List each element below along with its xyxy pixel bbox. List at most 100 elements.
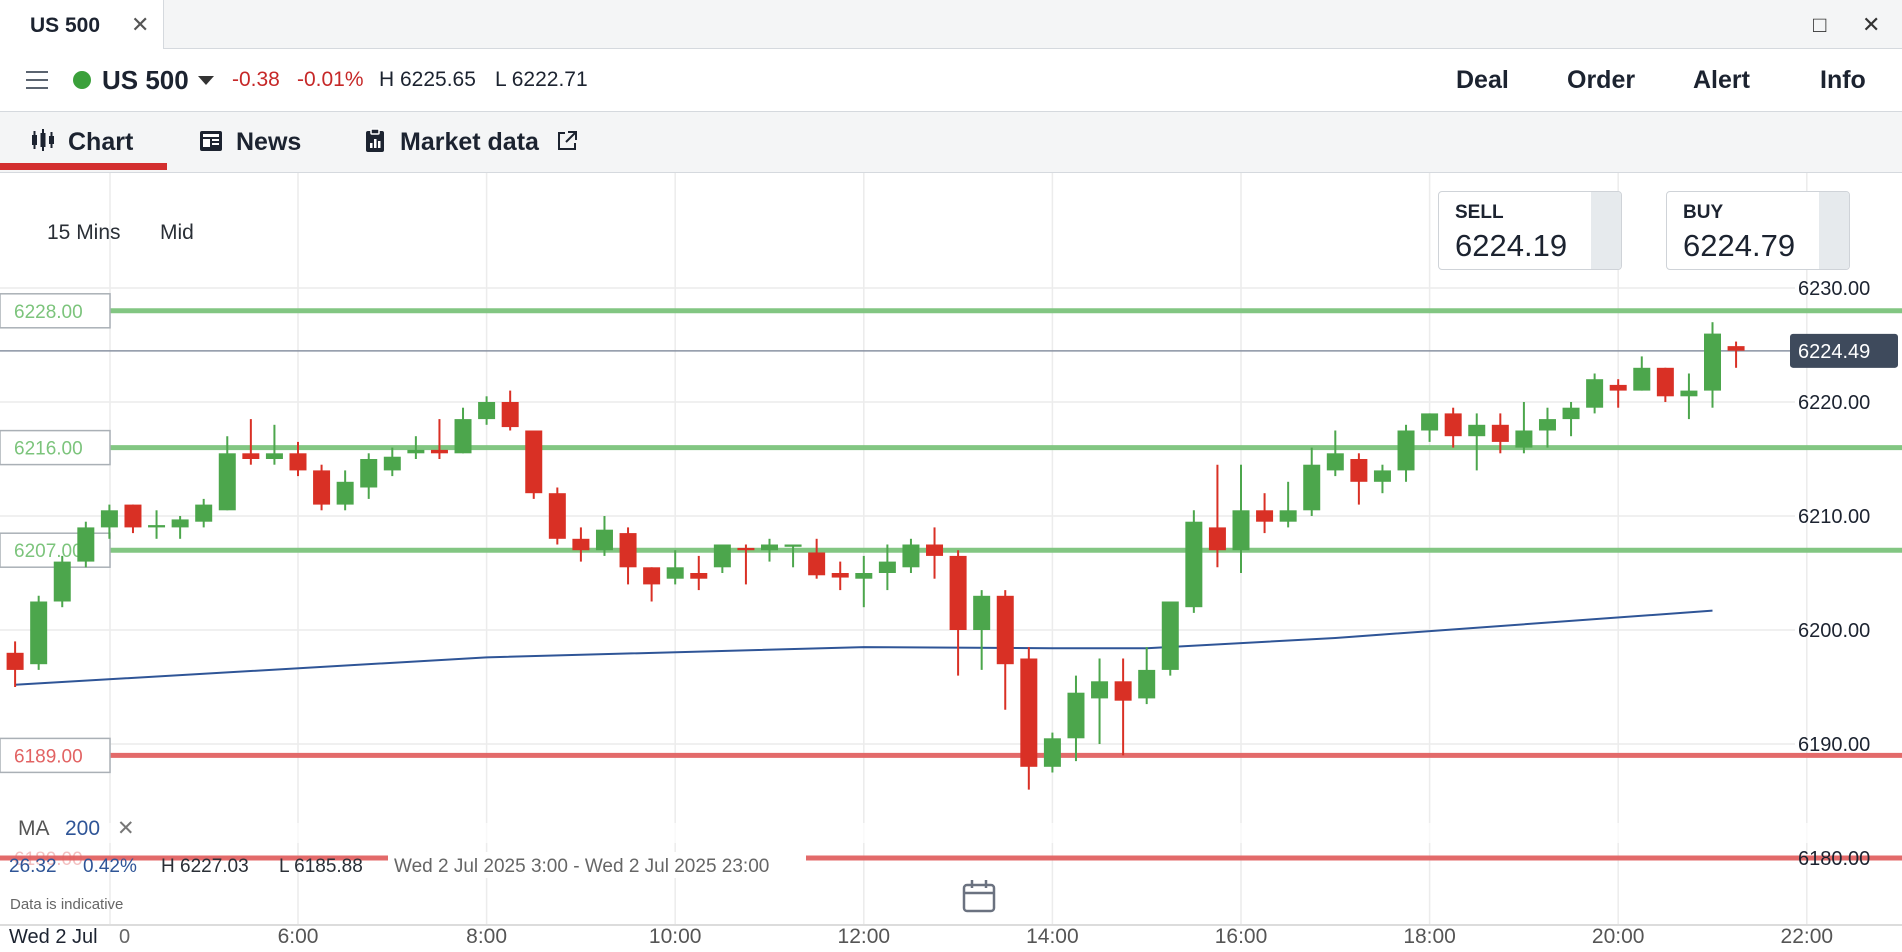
candle-body — [1067, 692, 1085, 739]
candle-body — [1256, 510, 1274, 522]
x-tick-label: 14:00 — [1026, 925, 1079, 948]
data-disclaimer: Data is indicative — [10, 896, 123, 913]
candle-body — [430, 449, 448, 454]
tab-market-data[interactable]: Market data — [362, 125, 582, 159]
sell-label: SELL — [1455, 202, 1504, 223]
candle-body — [195, 504, 213, 522]
candle-body — [1303, 464, 1321, 511]
window-close-icon[interactable]: ✕ — [1862, 12, 1881, 37]
candle-body — [53, 561, 71, 602]
remove-ma-icon[interactable]: ✕ — [117, 817, 135, 840]
price-type-selector[interactable]: Mid — [160, 221, 194, 244]
current-price-label: 6224.49 — [1798, 341, 1870, 363]
price-level-label: 6189.00 — [14, 746, 83, 767]
candle-body — [1680, 390, 1698, 397]
price-level-label: 6180.00 — [14, 849, 83, 870]
ma-period[interactable]: 200 — [65, 817, 100, 840]
interval-selector[interactable]: 15 Mins — [47, 221, 121, 244]
candle-body — [949, 555, 967, 630]
candle-body — [996, 595, 1014, 665]
candle-body — [171, 519, 189, 528]
price-chart[interactable]: 6228.00 6216.00 6207.00 6189.00 6180.00 6224… — [0, 173, 1902, 952]
candle-body — [1185, 521, 1203, 608]
candle-body — [1491, 424, 1509, 442]
external-link-icon[interactable] — [556, 130, 578, 152]
candle-body — [1421, 413, 1439, 431]
candle-body — [690, 573, 708, 579]
candle-body — [831, 573, 849, 578]
candle-body — [1208, 527, 1226, 551]
price-level-label: 6216.00 — [14, 439, 83, 460]
candle-body — [926, 544, 944, 556]
chevron-down-icon[interactable] — [198, 76, 214, 85]
candle-body — [1350, 459, 1368, 482]
candle-body — [902, 544, 920, 568]
candle-body — [218, 453, 236, 511]
candle-body — [1091, 681, 1109, 699]
candle-body — [1515, 430, 1533, 448]
candle-body — [855, 573, 873, 579]
candle-body — [1043, 738, 1061, 767]
candle-body — [1704, 333, 1721, 391]
x-tick-label: 12:00 — [838, 925, 891, 948]
current-price-tag — [1790, 333, 1898, 368]
close-tab-icon[interactable]: ✕ — [131, 12, 150, 37]
tab-news[interactable]: News — [198, 125, 318, 159]
document-tab-title: US 500 — [30, 14, 101, 37]
info-button[interactable]: Info — [1820, 66, 1866, 94]
candle-body — [713, 544, 731, 568]
instrument-header: US 500 -0.38 -0.01% H 6225.65 L 6222.71 … — [0, 49, 1902, 112]
candle-body — [383, 456, 401, 471]
deal-button[interactable]: Deal — [1456, 66, 1509, 94]
candle-body — [1279, 510, 1297, 522]
alert-button[interactable]: Alert — [1693, 66, 1750, 94]
candles-icon — [32, 129, 54, 151]
price-level-label: 6207.00 — [14, 541, 83, 562]
x-tick-label: 16:00 — [1215, 925, 1268, 948]
y-tick-label: 6200.00 — [1798, 620, 1870, 642]
candle-body — [1633, 367, 1651, 391]
summary-date-range: Wed 2 Jul 2025 3:00 - Wed 2 Jul 2025 23:… — [394, 856, 769, 877]
candle-body — [666, 567, 684, 579]
window-tab-bar: US 500 ✕ □ ✕ — [0, 0, 1902, 49]
candle-body — [1114, 681, 1132, 701]
active-tab-indicator — [0, 163, 167, 170]
candle-body — [1586, 379, 1604, 408]
x-tick-label: 6:00 — [278, 925, 319, 948]
document-tab[interactable]: US 500 ✕ — [0, 0, 164, 49]
buy-button[interactable]: BUY 6224.79 — [1666, 191, 1850, 270]
candle-body — [973, 595, 991, 630]
x-tick-label: 10:00 — [649, 925, 702, 948]
y-tick-label: 6210.00 — [1798, 506, 1870, 528]
instrument-name[interactable]: US 500 — [102, 65, 189, 95]
candle-body — [737, 547, 755, 551]
candle-body — [360, 459, 378, 488]
order-button[interactable]: Order — [1567, 66, 1636, 94]
moving-average-line — [15, 609, 1713, 686]
sell-button[interactable]: SELL 6224.19 — [1438, 191, 1622, 270]
hamburger-menu-icon[interactable] — [26, 71, 48, 89]
x-axis-first-tick: 0 — [119, 926, 130, 948]
session-low: L 6222.71 — [495, 68, 588, 91]
content-tabs: Chart News Market data — [0, 112, 1902, 173]
candle-body — [265, 453, 283, 459]
candle-body — [6, 652, 24, 670]
candle-body — [124, 504, 142, 528]
calendar-icon[interactable] — [962, 880, 996, 913]
candle-body — [619, 533, 637, 568]
summary-high: H 6227.03 — [161, 856, 249, 877]
candle-body — [478, 402, 496, 420]
candle-body — [1397, 430, 1415, 471]
tab-chart[interactable]: Chart — [30, 125, 150, 159]
chart-area[interactable]: 6228.00 6216.00 6207.00 6189.00 6180.00 6224… — [0, 173, 1902, 952]
candle-body — [1538, 419, 1556, 431]
price-change: -0.38 — [232, 68, 280, 91]
tab-market-data-label: Market data — [400, 128, 539, 156]
candle-body — [242, 453, 260, 459]
maximize-icon[interactable]: □ — [1813, 12, 1827, 37]
candle-body — [525, 430, 543, 494]
clipboard-icon — [366, 128, 384, 152]
candle-body — [77, 527, 95, 562]
buy-label: BUY — [1683, 202, 1724, 223]
price-level-tag — [0, 429, 111, 466]
